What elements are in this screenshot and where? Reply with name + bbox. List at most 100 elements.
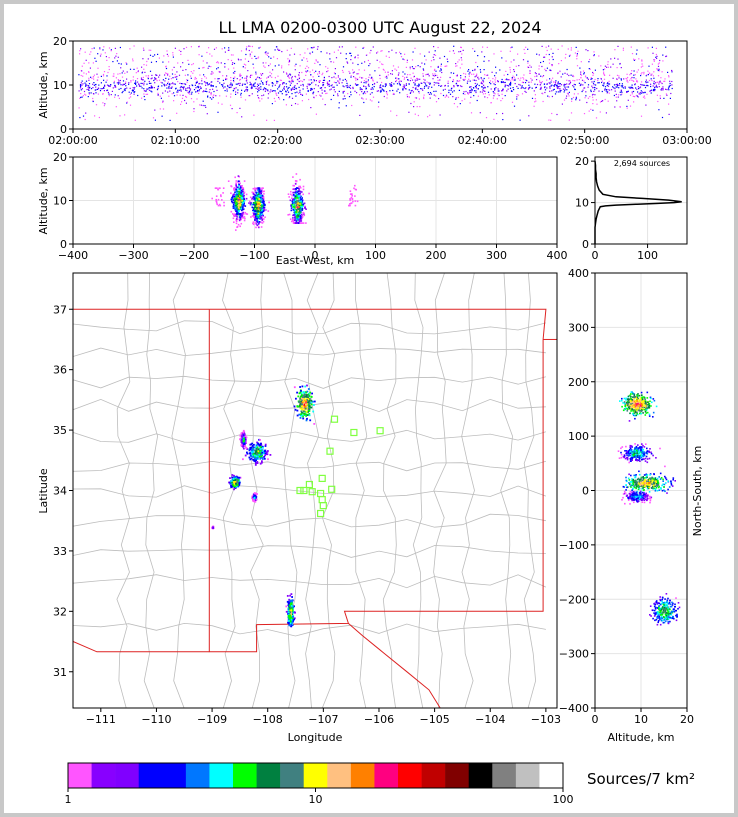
- plan-view-source: [295, 397, 297, 400]
- time-height-source: [338, 102, 340, 104]
- ew-height-source: [350, 196, 353, 199]
- plan-view-source: [307, 395, 309, 397]
- ew-height-source: [251, 206, 254, 209]
- time-height-source: [414, 47, 416, 49]
- time-height-source: [648, 79, 651, 82]
- time-height-source: [620, 89, 622, 91]
- time-height-source: [474, 82, 476, 85]
- ew-height-source: [293, 216, 296, 219]
- ew-height-source: [237, 206, 240, 208]
- time-height-source: [494, 93, 496, 95]
- time-height-source: [559, 70, 561, 73]
- time-height-source: [449, 93, 452, 95]
- ew-height-source: [259, 209, 262, 212]
- ew-height-source: [295, 211, 297, 214]
- time-height-source: [95, 104, 98, 106]
- time-height-source: [95, 83, 97, 86]
- time-height-source: [607, 91, 609, 93]
- time-height-source: [626, 105, 628, 107]
- ew-height-source: [251, 191, 254, 194]
- histogram-line: [594, 161, 682, 244]
- time-height-source: [657, 100, 659, 103]
- time-height-source: [666, 94, 668, 96]
- time-height-source: [459, 103, 461, 105]
- time-height-source: [143, 95, 145, 98]
- plan-view-source: [257, 455, 260, 458]
- time-height-source: [616, 100, 618, 102]
- time-height-source: [629, 105, 632, 107]
- time-height-source: [411, 79, 414, 81]
- time-height-source: [468, 75, 470, 77]
- plan-view-source: [232, 481, 235, 483]
- time-height-source: [484, 93, 486, 95]
- time-height-source: [431, 86, 433, 88]
- time-height-source: [489, 80, 492, 82]
- time-height-source: [410, 90, 412, 92]
- time-height-source: [498, 94, 500, 97]
- ew-height-source: [257, 187, 260, 189]
- plan-view-source: [255, 444, 258, 447]
- time-height-source: [652, 52, 654, 54]
- ew-height-source: [241, 185, 243, 187]
- ew-height-source: [253, 216, 255, 219]
- time-height-source: [260, 86, 262, 88]
- time-height-source: [195, 82, 197, 84]
- time-height-source: [142, 47, 145, 49]
- time-height-source: [593, 84, 595, 86]
- time-height-source: [595, 99, 597, 101]
- time-height-source: [495, 77, 497, 79]
- ew-height-source: [217, 204, 220, 207]
- time-height-source: [122, 70, 124, 72]
- time-height-source: [540, 75, 542, 77]
- time-height-source: [271, 76, 273, 78]
- time-height-source: [669, 97, 671, 99]
- time-height-source: [185, 102, 187, 104]
- plan-view-source: [255, 455, 258, 458]
- time-height-source: [664, 78, 666, 80]
- ew-height-source: [260, 217, 263, 220]
- time-height-source: [231, 84, 233, 87]
- time-height-source: [530, 81, 532, 83]
- time-height-source: [169, 119, 171, 121]
- time-height-source: [596, 87, 598, 90]
- time-height-source: [641, 84, 643, 86]
- time-height-source: [152, 117, 155, 119]
- ew-height-source: [291, 202, 294, 205]
- time-height-source: [637, 86, 639, 88]
- ew-height-source: [299, 203, 301, 205]
- time-height-source: [232, 80, 235, 82]
- ew-height-source: [257, 194, 260, 196]
- time-height-source: [608, 80, 610, 82]
- time-height-source: [503, 74, 505, 76]
- time-height-source: [157, 53, 159, 55]
- time-height-source: [83, 90, 86, 93]
- ew-height-source: [239, 188, 242, 190]
- ew-height-source: [254, 187, 256, 190]
- time-height-source: [600, 65, 602, 67]
- time-height-source: [92, 97, 94, 100]
- ew-height-source: [238, 190, 240, 193]
- time-height-source: [156, 74, 158, 76]
- time-height-source: [335, 57, 338, 59]
- time-height-source: [546, 67, 548, 69]
- time-height-source: [440, 69, 442, 71]
- time-height-source: [293, 88, 295, 90]
- time-height-source: [212, 72, 214, 74]
- time-height-source: [544, 89, 547, 91]
- time-height-source: [590, 77, 592, 79]
- ew-height-source: [236, 197, 238, 200]
- time-height-source: [548, 59, 550, 61]
- time-height-source: [509, 50, 511, 52]
- time-height-source: [393, 92, 395, 95]
- time-height-source: [425, 84, 427, 86]
- time-height-source: [128, 83, 130, 85]
- time-height-source: [432, 56, 434, 58]
- time-height-source: [669, 82, 671, 85]
- time-height-source: [111, 90, 113, 92]
- time-height-source: [126, 102, 128, 104]
- time-height-source: [357, 63, 359, 66]
- ew-height-source: [232, 207, 235, 209]
- ew-height-source: [259, 203, 261, 205]
- ew-height-source: [261, 215, 264, 218]
